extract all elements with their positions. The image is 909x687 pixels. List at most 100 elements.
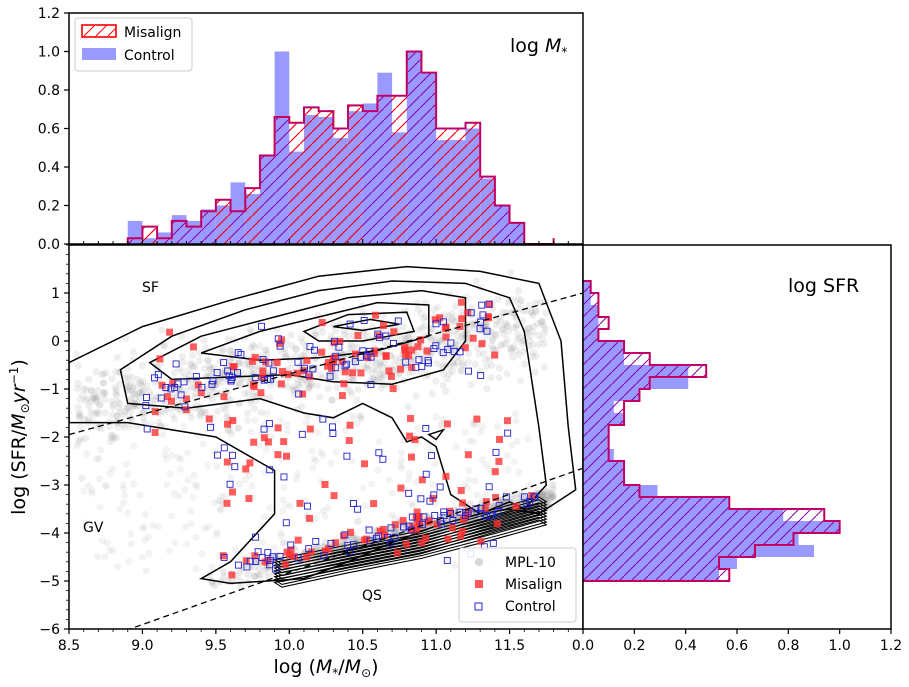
main-y-tick-label: −2 <box>39 430 60 446</box>
mpl10-point <box>178 368 186 376</box>
control-point <box>477 504 485 512</box>
misalign-point <box>372 311 380 319</box>
mpl10-point <box>380 358 388 367</box>
control-point <box>405 522 413 530</box>
mpl10-point <box>495 374 503 382</box>
mpl10-point <box>151 397 159 405</box>
mpl10-point <box>450 327 458 335</box>
mpl10-point <box>140 418 149 426</box>
mpl10-point <box>223 413 231 421</box>
mpl10-point <box>167 512 176 520</box>
mpl10-point <box>487 342 496 350</box>
control-point <box>379 455 387 463</box>
mpl10-point <box>96 475 104 483</box>
mpl10-point <box>185 366 193 374</box>
mpl10-point <box>286 502 294 510</box>
control-point <box>306 343 314 351</box>
mpl10-point <box>106 469 114 478</box>
misalign-point <box>257 389 265 397</box>
right-misalign-hatch <box>583 545 755 557</box>
right-misalign-hatch <box>583 509 825 521</box>
misalign-point <box>306 373 314 381</box>
mpl10-point <box>508 441 516 449</box>
mpl10-point <box>306 383 314 391</box>
right-misalign-hatch <box>583 281 591 293</box>
misalign-point <box>182 395 190 403</box>
mpl10-point <box>75 437 83 445</box>
mpl10-point <box>290 383 298 391</box>
mpl10-point <box>88 486 96 494</box>
control-point <box>162 384 170 391</box>
mpl10-point <box>471 477 479 485</box>
misalign-point <box>397 365 405 373</box>
control-point <box>282 519 290 527</box>
top-misalign-hatch-over <box>318 111 334 244</box>
right-misalign-hatch <box>583 305 599 317</box>
misalign-point <box>325 545 333 553</box>
mpl10-point <box>521 360 529 368</box>
mpl10-point <box>503 321 511 329</box>
mpl10-point <box>174 453 183 462</box>
mpl10-point <box>509 353 517 361</box>
mpl10-point <box>198 408 206 416</box>
mpl10-point <box>346 345 354 353</box>
control-point <box>304 502 311 510</box>
mpl10-point <box>166 470 175 478</box>
mpl10-point <box>279 507 287 516</box>
control-point <box>504 429 512 437</box>
mpl10-point <box>314 428 322 436</box>
mpl10-point <box>407 500 416 508</box>
right-misalign-hatch <box>583 401 625 413</box>
mpl10-point <box>250 558 258 566</box>
control-point <box>143 394 150 401</box>
mpl10-point <box>348 457 356 465</box>
mpl10-point <box>524 435 532 443</box>
mpl10-point <box>404 403 412 411</box>
control-point <box>208 380 216 388</box>
mpl10-point <box>450 361 459 370</box>
mpl10-point <box>457 367 465 375</box>
mpl10-point <box>549 485 557 493</box>
mpl10-point <box>468 320 476 328</box>
mpl10-point <box>377 384 385 392</box>
top-misalign-hatch-over <box>186 227 201 244</box>
mpl10-point <box>125 402 133 411</box>
mpl10-point <box>359 309 368 317</box>
mpl10-point <box>84 414 93 423</box>
mpl10-point <box>96 503 104 511</box>
right-misalign-hatch <box>583 461 625 473</box>
mpl10-point <box>405 475 413 483</box>
mpl10-point <box>452 443 460 451</box>
control-point <box>367 380 375 388</box>
mpl10-point <box>137 389 145 397</box>
control-point <box>167 385 175 393</box>
top-misalign-hatch <box>509 222 525 244</box>
misalign-point <box>457 298 465 306</box>
right-hist-x-ticks: 0.0 0.2 0.4 0.6 0.8 1.0 1.2 <box>572 629 902 654</box>
misalign-point <box>163 393 171 401</box>
misalign-point <box>330 339 338 347</box>
mpl10-point <box>213 380 221 388</box>
mpl10-point <box>128 387 136 395</box>
misalign-point <box>382 352 390 360</box>
mpl10-point <box>450 317 459 326</box>
top-y-tick-label: 0.6 <box>38 122 60 138</box>
mpl10-point <box>109 546 117 555</box>
control-point <box>180 378 188 386</box>
mpl10-point <box>466 437 474 445</box>
mpl10-point <box>485 328 493 336</box>
mpl10-point <box>312 331 320 340</box>
mpl10-point <box>251 416 259 424</box>
mpl10-point <box>195 357 203 365</box>
mpl10-point <box>438 419 446 428</box>
mpl10-point <box>141 510 149 519</box>
mpl10-point <box>83 450 91 458</box>
right-misalign-hatch <box>583 389 640 401</box>
misalign-point <box>485 300 493 308</box>
misalign-point <box>408 346 416 354</box>
misalign-point <box>458 315 466 323</box>
mpl10-point <box>375 438 383 446</box>
mpl10-point <box>113 419 121 428</box>
control-point <box>224 367 232 375</box>
mpl10-point <box>451 302 460 310</box>
